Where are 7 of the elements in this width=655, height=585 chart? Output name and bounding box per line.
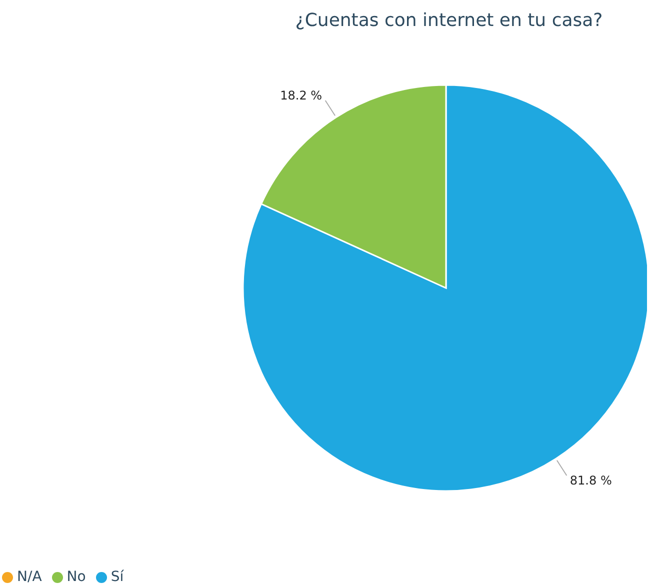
pie-slice (242, 84, 647, 492)
chart-title: ¿Cuentas con internet en tu casa? (294, 10, 604, 31)
legend-label: Sí (110, 569, 124, 585)
data-label: 18.2 % (280, 88, 322, 102)
legend-label: N/A (17, 569, 42, 585)
legend-label: No (66, 569, 86, 585)
data-label: 81.8 % (570, 474, 612, 488)
